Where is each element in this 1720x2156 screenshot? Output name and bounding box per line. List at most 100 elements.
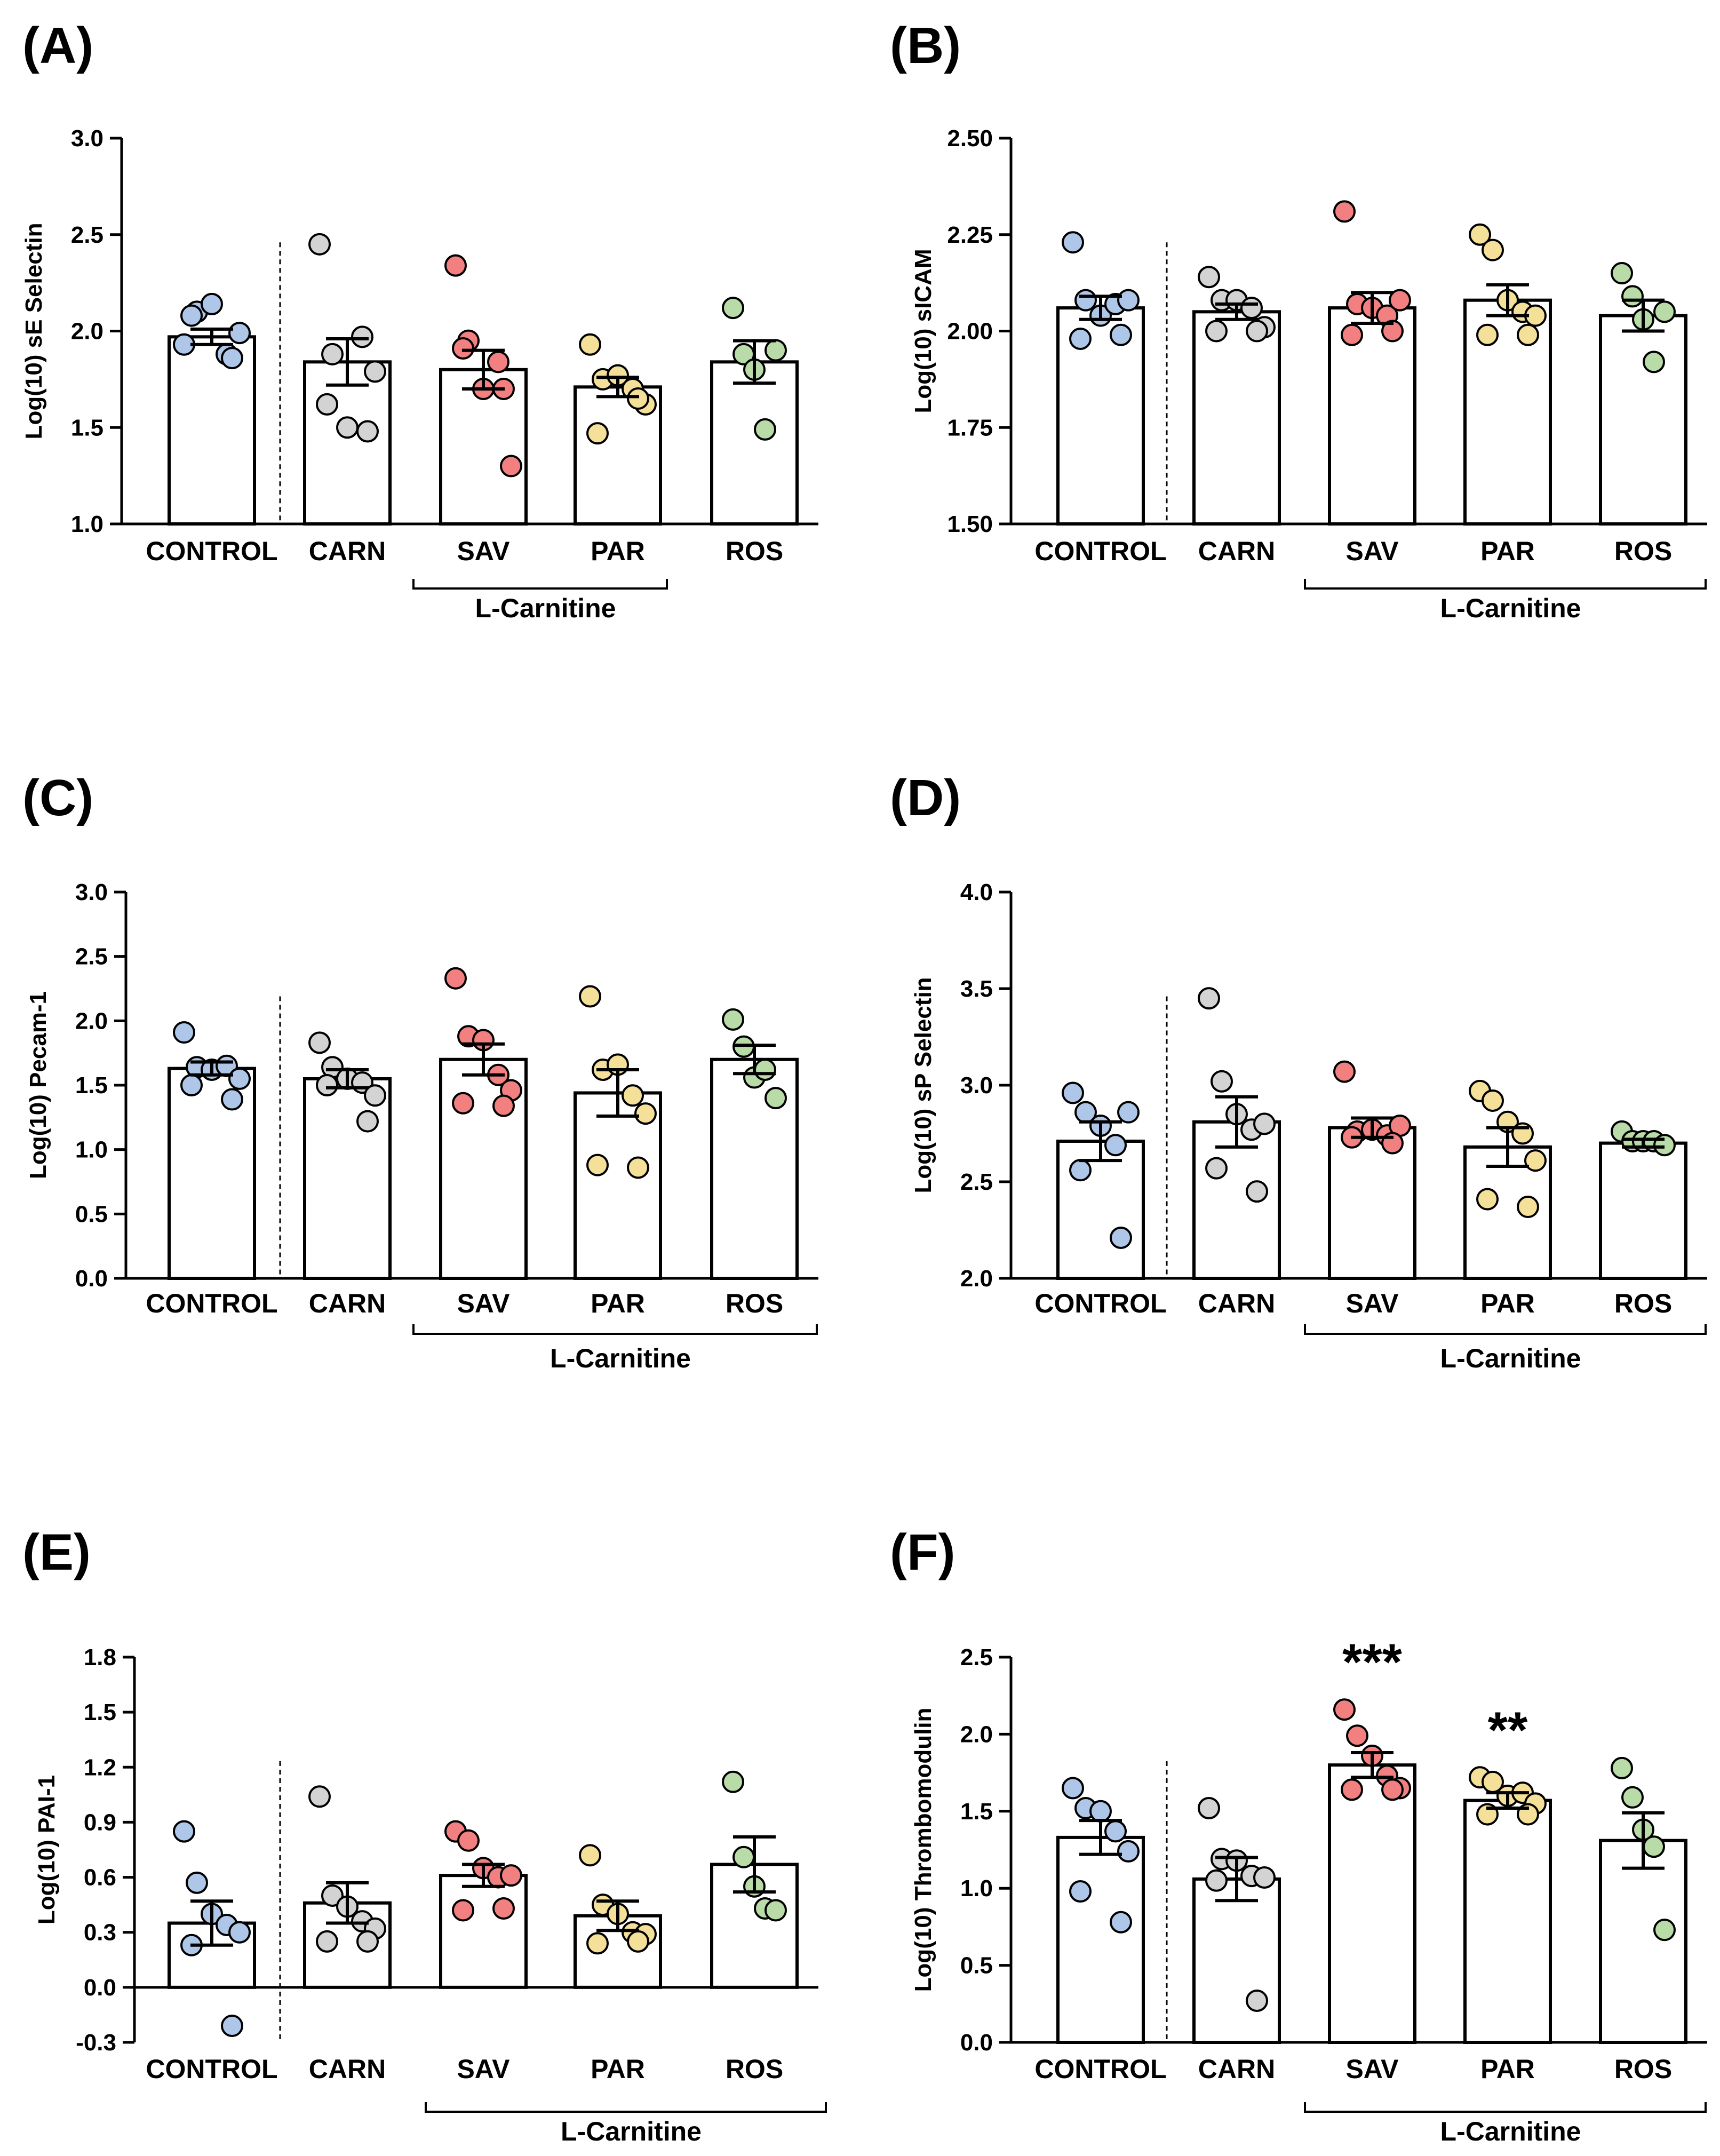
- bar-carn: [1192, 310, 1281, 526]
- data-point: [500, 1864, 522, 1887]
- data-point: [1198, 266, 1220, 289]
- data-point: [444, 254, 467, 277]
- bar-control: [168, 335, 256, 526]
- data-point: [627, 387, 649, 410]
- y-tick-label: 4.0: [960, 879, 993, 905]
- data-point: [1524, 1149, 1547, 1172]
- x-tick-label-control: CONTROL: [1034, 2054, 1166, 2084]
- y-tick-label: 2.0: [960, 1721, 993, 1747]
- data-point: [308, 233, 331, 256]
- panel-label: (C): [22, 769, 93, 826]
- bar-ros: [710, 360, 799, 526]
- data-point: [356, 420, 379, 443]
- data-point: [1333, 200, 1356, 223]
- data-point: [722, 1008, 744, 1031]
- data-point: [1643, 351, 1665, 373]
- bar-sav: [1328, 1126, 1416, 1280]
- data-point: [321, 1884, 344, 1907]
- data-point: [627, 1156, 649, 1179]
- x-tick-label-sav: SAV: [457, 2054, 510, 2084]
- y-tick-label: 3.0: [75, 879, 108, 905]
- data-point: [364, 1084, 386, 1107]
- data-point: [1253, 1112, 1276, 1135]
- significance-marker: ***: [1342, 1634, 1403, 1691]
- data-point: [1341, 1778, 1363, 1801]
- y-axis-label: Log(10) sE Selectin: [21, 223, 47, 440]
- data-point: [1110, 1226, 1132, 1249]
- x-tick-label-sav: SAV: [457, 1288, 510, 1318]
- y-axis-label: Log(10) Thrombomodulin: [910, 1708, 936, 1992]
- bar-carn: [303, 360, 392, 526]
- group-label: L-Carnitine: [1440, 593, 1581, 623]
- data-point: [492, 1094, 515, 1117]
- data-point: [634, 1102, 657, 1125]
- data-point: [487, 351, 509, 373]
- y-tick-label: 2.5: [75, 944, 108, 970]
- x-tick-label-carn: CARN: [1198, 1288, 1275, 1318]
- y-tick-label: 1.5: [84, 1699, 116, 1725]
- y-tick-label: 1.5: [75, 1072, 108, 1099]
- data-point: [1621, 285, 1644, 308]
- y-tick-label: 1.75: [947, 415, 993, 441]
- y-tick-label: 1.5: [960, 1799, 993, 1825]
- x-tick-label-ros: ROS: [1614, 2054, 1672, 2084]
- x-tick-label-par: PAR: [1480, 2054, 1535, 2084]
- y-tick-label: 0.0: [75, 1266, 108, 1292]
- data-point: [173, 1820, 195, 1843]
- data-point: [1653, 1919, 1676, 1942]
- data-point: [1205, 1869, 1228, 1892]
- data-point: [1240, 297, 1263, 320]
- panel-label: (D): [890, 769, 961, 826]
- x-tick-label-sav: SAV: [457, 536, 510, 566]
- y-tick-label: 1.50: [947, 511, 993, 537]
- y-tick-label: 0.3: [84, 1920, 116, 1946]
- y-tick-label: 0.9: [84, 1809, 116, 1835]
- x-tick-label-ros: ROS: [726, 536, 783, 566]
- y-tick-label: 2.0: [71, 319, 103, 345]
- data-point: [186, 1871, 208, 1894]
- bar-control: [1056, 306, 1145, 526]
- data-point: [1469, 223, 1491, 246]
- group-label: L-Carnitine: [550, 1343, 691, 1373]
- group-bracket: [425, 2102, 827, 2113]
- data-point: [221, 2015, 243, 2038]
- data-point: [1611, 1756, 1633, 1779]
- data-point: [1341, 323, 1363, 346]
- panel-label: (B): [890, 17, 961, 74]
- chart-panel-5: (F) 0.0 0.5 1.0 1.5 2.0 2.5 Log(10) Thrombomodu…: [890, 1524, 1707, 2146]
- y-tick-label: -0.3: [76, 2030, 116, 2056]
- data-point: [1246, 1990, 1268, 2012]
- data-point: [586, 422, 609, 445]
- data-point: [1074, 289, 1097, 312]
- data-point: [351, 325, 373, 348]
- x-tick-label-control: CONTROL: [1034, 536, 1166, 566]
- y-tick-label: 1.5: [71, 415, 103, 441]
- y-tick-label: 0.5: [75, 1201, 108, 1227]
- x-tick-label-sav: SAV: [1345, 2054, 1399, 2084]
- x-tick-label-par: PAR: [591, 536, 645, 566]
- panel-label: (A): [22, 17, 93, 74]
- x-tick-label-par: PAR: [1480, 536, 1535, 566]
- data-point: [1246, 1180, 1268, 1203]
- y-tick-label: 3.0: [960, 1072, 993, 1099]
- data-point: [732, 1845, 755, 1868]
- x-tick-label-par: PAR: [1480, 1288, 1535, 1318]
- data-point: [452, 1899, 474, 1922]
- data-point: [1381, 1778, 1404, 1801]
- y-tick-label: 2.25: [947, 222, 993, 248]
- y-axis-label: Log(10) Pecam-1: [25, 991, 51, 1179]
- data-point: [1069, 327, 1092, 350]
- y-tick-label: 3.0: [71, 125, 103, 152]
- data-point: [754, 418, 776, 441]
- data-point: [221, 347, 243, 370]
- data-point: [1611, 262, 1633, 285]
- data-point: [1198, 1797, 1220, 1820]
- data-point: [1117, 289, 1140, 312]
- data-point: [1205, 1157, 1228, 1180]
- y-tick-label: 0.5: [960, 1953, 993, 1979]
- data-point: [754, 1059, 776, 1081]
- y-tick-label: 0.0: [960, 2030, 993, 2056]
- data-point: [586, 1153, 609, 1176]
- data-point: [316, 1074, 338, 1096]
- data-point: [221, 1088, 243, 1111]
